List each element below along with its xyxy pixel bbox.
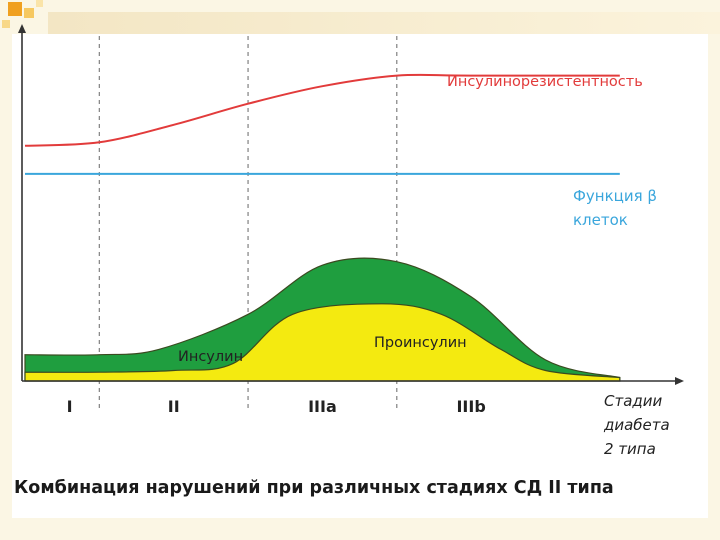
- stage-tick-labels: I II IIIa IIIb: [67, 397, 486, 416]
- figure-caption: Комбинация нарушений при различных стади…: [14, 478, 614, 498]
- series-label-beta-function-line1: Функция β: [573, 187, 657, 205]
- stage-label-i: I: [67, 397, 73, 416]
- area-проинсулин: [24, 303, 621, 382]
- y-axis-arrow: [18, 24, 26, 33]
- stage-divider-layer: [98, 36, 398, 410]
- series-label-beta-function-line2: клеток: [573, 211, 628, 229]
- area-layer: [24, 257, 621, 382]
- title-strip: [48, 12, 720, 34]
- x-axis-title-line1: Стадии: [604, 392, 663, 410]
- series-label-proinsulin: Проинсулин: [374, 335, 467, 351]
- decor-square: [24, 8, 34, 18]
- line-layer: [24, 73, 620, 175]
- decor-square: [2, 20, 10, 28]
- stage-label-iiia: IIIa: [308, 397, 337, 416]
- x-axis-title-line3: 2 типа: [604, 440, 656, 458]
- line-инсулинорезистентность: [24, 73, 620, 147]
- stage-label-ii: II: [168, 397, 180, 416]
- decor-square: [36, 0, 43, 7]
- series-label-insulin-resistance: Инсулинорезистентность: [447, 74, 643, 90]
- label-layer: Инсулинорезистентность Функция β клеток …: [67, 74, 670, 458]
- axis-layer: [18, 24, 684, 385]
- decor-square: [8, 2, 22, 16]
- x-axis-title-line2: диабета: [603, 416, 670, 434]
- series-label-insulin: Инсулин: [178, 349, 243, 365]
- stage-label-iiib: IIIb: [456, 397, 485, 416]
- x-axis-arrow: [675, 377, 684, 385]
